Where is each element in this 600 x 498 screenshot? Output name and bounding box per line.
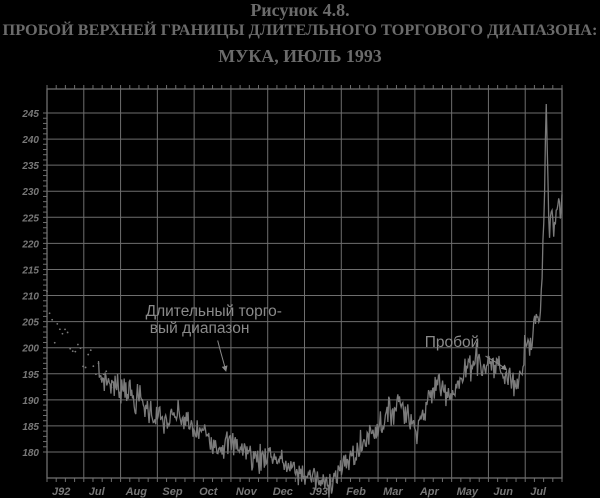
svg-text:240: 240 <box>21 135 39 146</box>
svg-text:Jul: Jul <box>530 486 547 498</box>
svg-text:Sep: Sep <box>162 486 182 498</box>
svg-text:Mar: Mar <box>383 486 403 498</box>
svg-text:Пробой: Пробой <box>425 334 480 351</box>
svg-text:вый диапазон: вый диапазон <box>150 320 250 337</box>
svg-text:May: May <box>457 486 479 498</box>
svg-text:210: 210 <box>21 292 39 303</box>
svg-text:215: 215 <box>21 265 39 276</box>
svg-text:190: 190 <box>22 396 39 407</box>
svg-text:Длительный торго-: Длительный торго- <box>146 303 282 320</box>
svg-text:205: 205 <box>21 318 39 329</box>
svg-text:235: 235 <box>21 161 39 172</box>
svg-text:200: 200 <box>21 344 39 355</box>
svg-text:Apr: Apr <box>419 486 440 498</box>
svg-text:Feb: Feb <box>346 486 366 498</box>
svg-text:220: 220 <box>21 239 39 250</box>
svg-text:Nov: Nov <box>236 486 258 498</box>
svg-text:Aug: Aug <box>125 486 148 498</box>
svg-text:180: 180 <box>22 448 39 459</box>
svg-text:245: 245 <box>21 109 39 120</box>
svg-text:Jul: Jul <box>89 486 106 498</box>
svg-text:185: 185 <box>22 422 39 433</box>
svg-text:J92: J92 <box>52 486 70 498</box>
svg-text:195: 195 <box>22 370 39 381</box>
svg-text:Oct: Oct <box>199 486 219 498</box>
svg-text:Dec: Dec <box>273 486 293 498</box>
svg-text:Jun: Jun <box>493 486 513 498</box>
svg-text:230: 230 <box>21 187 39 198</box>
svg-text:225: 225 <box>21 213 39 224</box>
